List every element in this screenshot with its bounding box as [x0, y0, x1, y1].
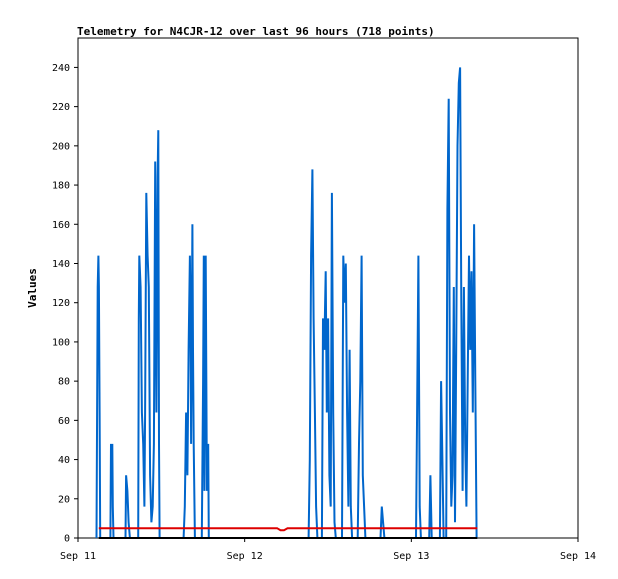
chart-title: Telemetry for N4CJR-12 over last 96 hour…	[77, 25, 435, 38]
y-tick-label: 20	[58, 494, 70, 505]
plot-frame	[77, 37, 579, 539]
y-tick-label: 140	[52, 259, 70, 270]
x-tick-label: Sep 11	[60, 551, 96, 562]
y-tick-label: 200	[52, 141, 70, 152]
y-axis-label: Values	[26, 268, 39, 308]
y-tick-label: 180	[52, 181, 70, 192]
x-tick-label: Sep 14	[560, 551, 596, 562]
x-tick-label: Sep 12	[227, 551, 263, 562]
x-tick-label: Sep 13	[393, 551, 429, 562]
series-line-2	[98, 527, 478, 532]
y-tick-label: 100	[52, 337, 70, 348]
y-axis: 0 20 40 60 80 100 120 140 160 180 200 220 240	[52, 63, 78, 545]
y-tick-label: 120	[52, 298, 70, 309]
y-tick-label: 160	[52, 220, 70, 231]
y-tick-label: 240	[52, 63, 70, 74]
y-tick-label: 220	[52, 102, 70, 113]
y-tick-label: 40	[58, 455, 70, 466]
y-tick-label: 0	[64, 534, 70, 545]
plot-area	[95, 67, 478, 539]
y-tick-label: 60	[58, 416, 70, 427]
y-tick-label: 80	[58, 377, 70, 388]
x-axis: Sep 11 Sep 12 Sep 13 Sep 14	[60, 538, 596, 562]
